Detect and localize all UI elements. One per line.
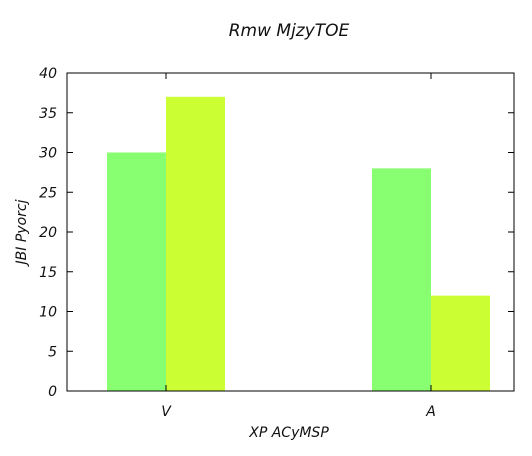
x-tick-label-V: V	[161, 404, 172, 420]
x-axis-label: XP ACyMSP	[248, 425, 329, 441]
y-tick-label-35: 35	[39, 106, 57, 122]
y-tick-label-15: 15	[39, 265, 57, 281]
x-tick-label-A: A	[425, 404, 436, 420]
bar-series2-V	[166, 96, 225, 391]
y-tick-label-25: 25	[39, 185, 57, 201]
y-axis: 0 5 10 15 20 25 30 35 40	[39, 66, 514, 400]
y-tick-label-40: 40	[39, 66, 57, 82]
bar-series2-A	[431, 295, 490, 391]
y-tick-label-30: 30	[39, 146, 57, 162]
bars-group	[107, 96, 490, 391]
y-tick-label-20: 20	[39, 225, 57, 241]
bar-series1-V	[107, 152, 166, 391]
y-axis-label: JBI Pyorcj	[14, 199, 30, 267]
y-tick-label-5: 5	[48, 344, 57, 360]
plot-frame	[66, 72, 515, 392]
y-tick-label-0: 0	[48, 384, 57, 400]
y-tick-label-10: 10	[39, 305, 57, 321]
chart-title: Rmw MjzyTOE	[229, 21, 350, 41]
bar-series1-A	[372, 168, 431, 391]
